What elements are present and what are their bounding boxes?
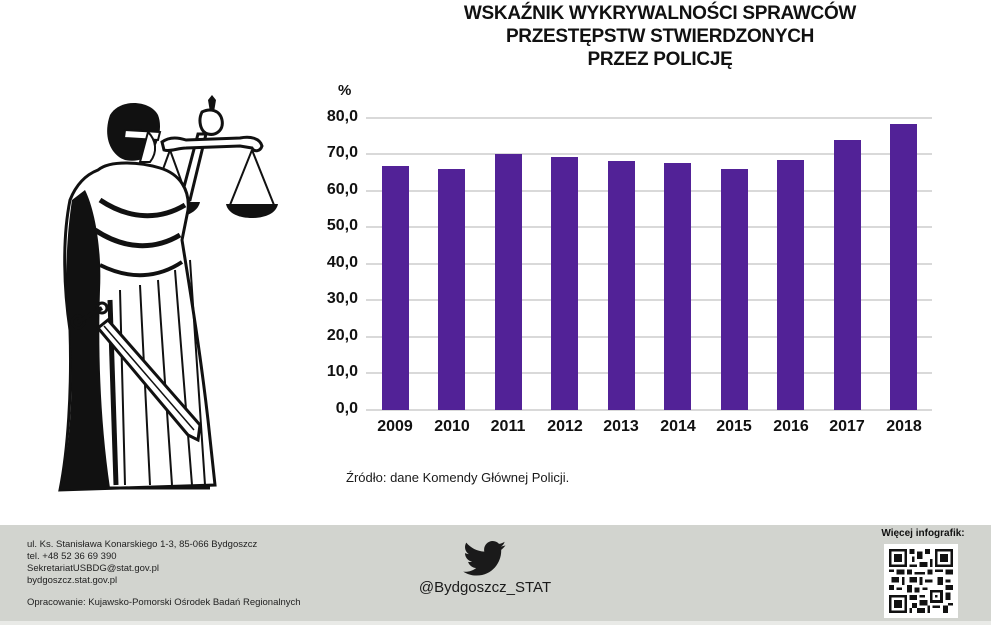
chart-title: WSKAŹNIK WYKRYWALNOŚCI SPRAWCÓW PRZESTĘP… [380, 2, 940, 71]
website-link[interactable]: bydgoszcz.stat.gov.pl [27, 575, 118, 586]
y-tick: 20,0 [326, 327, 358, 344]
gridline [366, 226, 932, 228]
more-infographics-label: Więcej infografik: [881, 528, 965, 539]
footer-bottom-strip [0, 621, 991, 625]
gridline [366, 117, 932, 119]
bar-2011 [494, 154, 522, 410]
y-tick: 50,0 [326, 217, 358, 234]
x-tick: 2018 [886, 418, 922, 435]
bar-2013 [607, 161, 635, 410]
twitter-bird-icon [463, 541, 506, 576]
gridline [366, 263, 932, 265]
bar-chart: % 80,0 70,0 60,0 50,0 40,0 30,0 20,0 10,… [320, 80, 960, 440]
x-tick: 2013 [603, 418, 639, 435]
email-link[interactable]: SekretariatUSBDG@stat.gov.pl [27, 563, 159, 574]
x-axis-line [366, 409, 932, 411]
y-tick: 10,0 [326, 363, 358, 380]
gridline [366, 372, 932, 374]
y-tick: 0,0 [335, 400, 358, 417]
title-line-3: PRZEZ POLICJĘ [587, 49, 733, 70]
x-tick: 2015 [716, 418, 752, 435]
x-tick: 2017 [829, 418, 865, 435]
x-tick: 2010 [434, 418, 470, 435]
gridline [366, 299, 932, 301]
bar-2012 [551, 157, 578, 410]
title-line-2: PRZESTĘPSTW STWIERDZONYCH [505, 26, 815, 47]
twitter-link[interactable]: @Bydgoszcz_STAT [415, 541, 555, 596]
bar-2017 [833, 139, 861, 410]
bar-2018 [890, 123, 917, 410]
y-tick: 30,0 [326, 290, 358, 307]
prepared-by: Opracowanie: Kujawsko-Pomorski Ośrodek B… [27, 597, 301, 608]
x-tick: 2012 [547, 418, 583, 435]
gridline [366, 153, 932, 155]
bar-2016 [777, 159, 804, 410]
x-tick: 2009 [377, 418, 413, 435]
y-tick: 80,0 [326, 108, 358, 125]
x-tick: 2016 [773, 418, 809, 435]
y-axis-unit: % [338, 82, 352, 99]
gridline [366, 190, 932, 192]
lady-justice-icon [58, 95, 278, 492]
footer: ul. Ks. Stanisława Konarskiego 1-3, 85-0… [0, 525, 991, 621]
bar-2009 [381, 166, 409, 410]
title-line-1: WSKAŹNIK WYKRYWALNOŚCI SPRAWCÓW [463, 3, 857, 24]
y-tick: 60,0 [326, 181, 358, 198]
gridline [366, 336, 932, 338]
bar-2015 [720, 169, 748, 410]
bar-2010 [438, 169, 465, 410]
y-tick: 70,0 [326, 144, 358, 161]
source-note: Źródło: dane Komendy Głównej Policji. [346, 470, 570, 485]
y-tick: 40,0 [326, 254, 358, 271]
phone: tel. +48 52 36 69 390 [27, 551, 117, 562]
qr-code-icon[interactable] [884, 544, 958, 618]
address: ul. Ks. Stanisława Konarskiego 1-3, 85-0… [27, 539, 258, 550]
contact-info: ul. Ks. Stanisława Konarskiego 1-3, 85-0… [27, 539, 301, 609]
twitter-handle: @Bydgoszcz_STAT [418, 579, 552, 596]
x-tick: 2011 [490, 418, 526, 435]
x-tick: 2014 [660, 418, 696, 435]
bar-2014 [664, 162, 691, 410]
